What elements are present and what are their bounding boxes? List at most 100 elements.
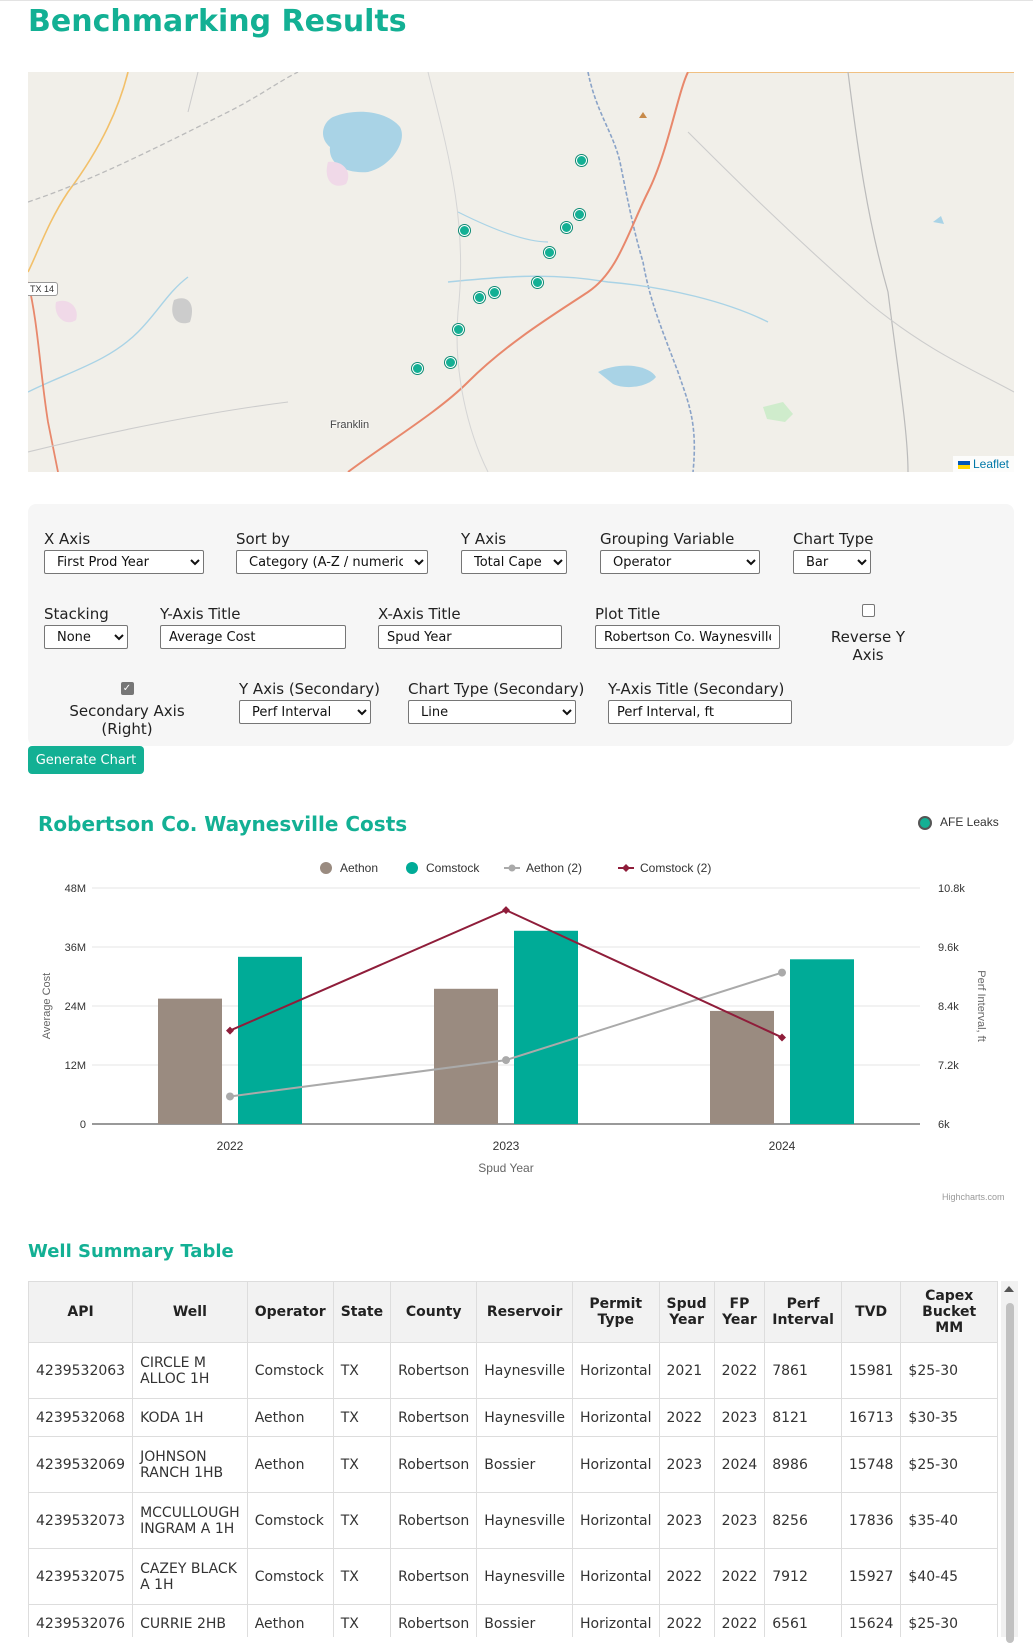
column-header[interactable]: Perf Interval bbox=[764, 1281, 842, 1343]
legend-symbol bbox=[508, 864, 516, 872]
well-marker[interactable] bbox=[561, 222, 572, 233]
bar-aethon bbox=[710, 1010, 774, 1124]
well-marker[interactable] bbox=[576, 155, 587, 166]
table-row[interactable]: 4239532068 KODA 1H Aethon TX Robertson Haynes… bbox=[28, 1398, 998, 1437]
map-attribution[interactable]: Leaflet bbox=[952, 456, 1014, 472]
chart-type-secondary-select[interactable]: Line bbox=[408, 700, 576, 724]
table-cell: Aethon bbox=[246, 1604, 334, 1637]
y-axis-title-secondary-input[interactable] bbox=[608, 700, 792, 724]
x-tick-label: 2022 bbox=[217, 1139, 244, 1153]
secondary-axis-checkbox[interactable]: ✓ bbox=[120, 682, 134, 695]
legend-item[interactable]: Aethon bbox=[340, 861, 378, 875]
table-row[interactable]: 4239532075 CAZEY BLACK A 1H Comstock TX Robe… bbox=[28, 1548, 998, 1605]
column-header[interactable]: Well bbox=[132, 1281, 248, 1343]
column-header[interactable]: TVD bbox=[840, 1281, 902, 1343]
grouping-select[interactable]: Operator bbox=[600, 550, 760, 574]
well-marker[interactable] bbox=[474, 292, 485, 303]
y-axis-secondary-select[interactable]: Perf Interval bbox=[239, 700, 371, 724]
legend-item[interactable]: Comstock bbox=[426, 861, 480, 875]
well-marker[interactable] bbox=[459, 225, 470, 236]
table-scrollbar[interactable] bbox=[1001, 1281, 1018, 1643]
line-point bbox=[226, 1026, 234, 1035]
chart-credits[interactable]: Highcharts.com bbox=[942, 1192, 1005, 1202]
scrollbar-thumb[interactable] bbox=[1006, 1303, 1014, 1643]
stacking-control: Stacking None bbox=[44, 605, 128, 649]
column-header[interactable]: State bbox=[332, 1281, 392, 1343]
stacking-label: Stacking bbox=[44, 605, 109, 623]
well-marker[interactable] bbox=[412, 363, 423, 374]
column-header[interactable]: County bbox=[390, 1281, 478, 1343]
x-axis-title-input[interactable] bbox=[378, 625, 562, 649]
table-cell: CURRIE 2HB bbox=[132, 1604, 248, 1637]
legend-symbol bbox=[320, 862, 332, 874]
column-header[interactable]: API bbox=[28, 1281, 134, 1343]
table-cell: 15927 bbox=[840, 1548, 902, 1605]
bar-comstock bbox=[514, 930, 578, 1124]
afe-leaks-legend[interactable]: AFE Leaks bbox=[918, 815, 999, 830]
chart-type-label: Chart Type bbox=[793, 530, 874, 548]
reverse-y-checkbox[interactable] bbox=[861, 604, 875, 617]
table-cell: 2022 bbox=[658, 1398, 715, 1437]
table-row[interactable]: 4239532073 MCCULLOUGH INGRAM A 1H Comstock… bbox=[28, 1492, 998, 1549]
table-cell: $35-40 bbox=[900, 1492, 998, 1549]
x-tick-label: 2023 bbox=[493, 1139, 520, 1153]
line-series bbox=[229, 909, 783, 1039]
chart-type-secondary-control: Chart Type (Secondary) Line bbox=[408, 680, 584, 724]
table-cell: Horizontal bbox=[572, 1548, 660, 1605]
table-cell: CAZEY BLACK A 1H bbox=[132, 1548, 248, 1605]
reverse-y-control: Reverse Y Axis bbox=[813, 604, 923, 664]
well-marker[interactable] bbox=[453, 324, 464, 335]
table-cell: Aethon bbox=[246, 1398, 334, 1437]
well-map[interactable]: Franklin TX 14 Leaflet bbox=[28, 72, 1014, 472]
table-cell: TX bbox=[332, 1604, 392, 1637]
x-axis-select[interactable]: First Prod Year bbox=[44, 550, 204, 574]
well-marker[interactable] bbox=[532, 277, 543, 288]
chart-type-select[interactable]: Bar bbox=[793, 550, 871, 574]
table-cell: Comstock bbox=[246, 1548, 334, 1605]
table-cell: Robertson bbox=[390, 1398, 478, 1437]
table-cell: 2022 bbox=[658, 1604, 715, 1637]
generate-chart-button[interactable]: Generate Chart bbox=[28, 746, 144, 774]
scroll-up-icon[interactable] bbox=[1004, 1286, 1014, 1292]
afe-leaks-label: AFE Leaks bbox=[940, 815, 999, 829]
column-header[interactable]: Spud Year bbox=[658, 1281, 715, 1343]
well-marker[interactable] bbox=[544, 247, 555, 258]
y2-axis-title: Perf Interval, ft bbox=[975, 970, 987, 1042]
table-row[interactable]: 4239532063 CIRCLE M ALLOC 1H Comstock TX Rob… bbox=[28, 1342, 998, 1399]
sort-by-select[interactable]: Category (A-Z / numeric ↑) bbox=[236, 550, 428, 574]
table-cell: Robertson bbox=[390, 1436, 478, 1493]
y2-tick-label: 8.4k bbox=[938, 1001, 959, 1013]
column-header[interactable]: Operator bbox=[246, 1281, 334, 1343]
y-axis-select[interactable]: Total Capex bbox=[461, 550, 567, 574]
y-axis-title-control: Y-Axis Title bbox=[160, 605, 346, 649]
column-header[interactable]: Permit Type bbox=[572, 1281, 660, 1343]
table-cell: MCCULLOUGH INGRAM A 1H bbox=[132, 1492, 248, 1549]
table-cell: $25-30 bbox=[900, 1436, 998, 1493]
chart-type-control: Chart Type Bar bbox=[793, 530, 873, 574]
y2-tick-label: 6k bbox=[938, 1119, 950, 1131]
column-header[interactable]: Capex Bucket MM bbox=[900, 1281, 998, 1343]
table-row[interactable]: 4239532076 CURRIE 2HB Aethon TX Robertson Bos… bbox=[28, 1604, 998, 1637]
bar-comstock bbox=[238, 956, 302, 1124]
legend-item[interactable]: Aethon (2) bbox=[526, 861, 582, 875]
column-header[interactable]: FP Year bbox=[713, 1281, 766, 1343]
legend-item[interactable]: Comstock (2) bbox=[640, 861, 711, 875]
sort-by-label: Sort by bbox=[236, 530, 290, 548]
well-summary-table: API Well Operator State County Reservoir Permi… bbox=[28, 1281, 998, 1637]
x-axis-title-label: X-Axis Title bbox=[378, 605, 461, 623]
plot-title-input[interactable] bbox=[595, 625, 780, 649]
well-marker[interactable] bbox=[445, 357, 456, 368]
table-cell: 15624 bbox=[840, 1604, 902, 1637]
leaflet-link[interactable]: Leaflet bbox=[972, 457, 1009, 471]
y-axis-title-input[interactable] bbox=[160, 625, 346, 649]
line-point bbox=[778, 968, 786, 977]
table-title: Well Summary Table bbox=[28, 1241, 234, 1262]
y2-tick-label: 7.2k bbox=[938, 1060, 959, 1072]
well-marker[interactable] bbox=[489, 287, 500, 298]
table-cell: 2022 bbox=[713, 1342, 766, 1399]
line-point bbox=[778, 1033, 786, 1042]
well-marker[interactable] bbox=[574, 209, 585, 220]
stacking-select[interactable]: None bbox=[44, 625, 128, 649]
table-row[interactable]: 4239532069 JOHNSON RANCH 1HB Aethon TX Rober… bbox=[28, 1436, 998, 1493]
column-header[interactable]: Reservoir bbox=[476, 1281, 574, 1343]
